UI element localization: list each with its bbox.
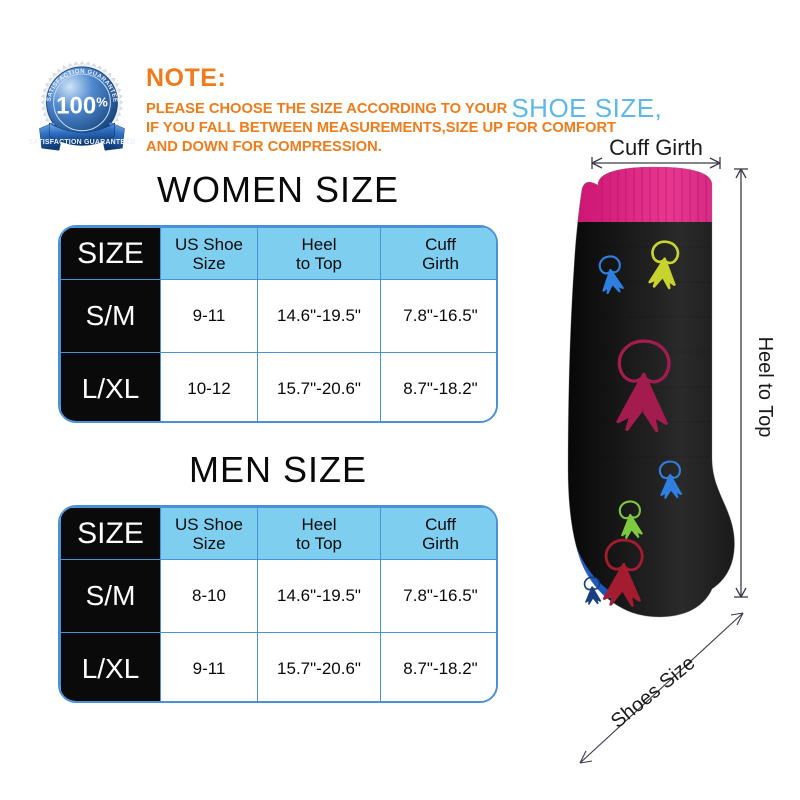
- svg-text:Heel to Top: Heel to Top: [754, 337, 776, 438]
- svg-text:Shoes Size: Shoes Size: [607, 652, 699, 733]
- svg-text:Cuff Girth: Cuff Girth: [609, 135, 703, 160]
- svg-text:SATISFACTION GUARANTEED: SATISFACTION GUARANTEED: [29, 139, 136, 146]
